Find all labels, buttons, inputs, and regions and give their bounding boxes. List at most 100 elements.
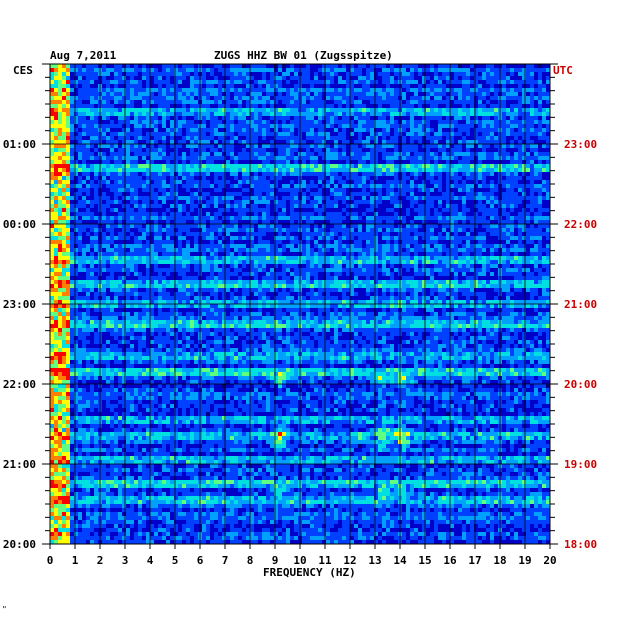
heatmap-cell [366, 84, 371, 89]
heatmap-cell [266, 132, 271, 137]
heatmap-cell [158, 172, 163, 177]
heatmap-cell [270, 132, 275, 137]
heatmap-cell [410, 220, 415, 225]
heatmap-cell [410, 184, 415, 189]
heatmap-cell [454, 128, 459, 133]
heatmap-cell [358, 84, 363, 89]
heatmap-cell [270, 64, 275, 69]
heatmap-cell [486, 188, 491, 193]
heatmap-cell [178, 176, 183, 181]
heatmap-cell [322, 208, 327, 213]
heatmap-cell [450, 120, 455, 125]
heatmap-cell [154, 192, 159, 197]
heatmap-cell [186, 184, 191, 189]
heatmap-cell [50, 180, 55, 185]
heatmap-cell [250, 88, 255, 93]
heatmap-cell [258, 116, 263, 121]
heatmap-cell [226, 88, 231, 93]
heatmap-cell [222, 100, 227, 105]
heatmap-cell [210, 184, 215, 189]
heatmap-cell [138, 180, 143, 185]
heatmap-cell [330, 112, 335, 117]
heatmap-cell [514, 148, 519, 153]
heatmap-cell [414, 192, 419, 197]
heatmap-cell [542, 156, 547, 161]
heatmap-cell [118, 192, 123, 197]
heatmap-cell [358, 64, 363, 69]
heatmap-cell [102, 208, 107, 213]
heatmap-cell [246, 168, 251, 173]
heatmap-cell [226, 152, 231, 157]
heatmap-cell [86, 168, 91, 173]
heatmap-cell [210, 204, 215, 209]
heatmap-cell [530, 96, 535, 101]
heatmap-cell [466, 208, 471, 213]
heatmap-cell [174, 124, 179, 129]
heatmap-cell [302, 172, 307, 177]
heatmap-cell [406, 120, 411, 125]
heatmap-cell [130, 80, 135, 85]
heatmap-cell [178, 216, 183, 221]
heatmap-cell [154, 112, 159, 117]
heatmap-cell [190, 212, 195, 217]
heatmap-cell [358, 72, 363, 77]
heatmap-cell [126, 132, 131, 137]
heatmap-cell [450, 160, 455, 165]
heatmap-cell [346, 68, 351, 73]
heatmap-cell [242, 128, 247, 133]
heatmap-cell [546, 212, 551, 217]
heatmap-cell [286, 180, 291, 185]
heatmap-cell [186, 92, 191, 97]
heatmap-cell [442, 156, 447, 161]
heatmap-cell [478, 116, 483, 121]
heatmap-cell [502, 212, 507, 217]
heatmap-cell [102, 136, 107, 141]
heatmap-cell [334, 112, 339, 117]
heatmap-cell [170, 148, 175, 153]
heatmap-cell [106, 128, 111, 133]
heatmap-cell [422, 124, 427, 129]
heatmap-cell [86, 76, 91, 81]
heatmap-cell [342, 164, 347, 169]
heatmap-cell [282, 168, 287, 173]
heatmap-cell [378, 80, 383, 85]
heatmap-cell [486, 192, 491, 197]
heatmap-cell [294, 132, 299, 137]
heatmap-cell [242, 136, 247, 141]
heatmap-cell [274, 128, 279, 133]
heatmap-cell [186, 168, 191, 173]
heatmap-cell [258, 84, 263, 89]
heatmap-cell [190, 200, 195, 205]
heatmap-cell [534, 100, 539, 105]
heatmap-cell [374, 128, 379, 133]
heatmap-cell [250, 188, 255, 193]
heatmap-cell [514, 208, 519, 213]
heatmap-cell [470, 72, 475, 77]
heatmap-cell [82, 120, 87, 125]
heatmap-cell [242, 104, 247, 109]
heatmap-cell [230, 100, 235, 105]
heatmap-cell [526, 168, 531, 173]
heatmap-cell [338, 144, 343, 149]
heatmap-cell [170, 76, 175, 81]
heatmap-cell [110, 96, 115, 101]
heatmap-cell [494, 160, 499, 165]
heatmap-cell [390, 184, 395, 189]
heatmap-cell [474, 152, 479, 157]
heatmap-cell [154, 64, 159, 69]
heatmap-cell [358, 80, 363, 85]
heatmap-cell [518, 108, 523, 113]
heatmap-cell [162, 212, 167, 217]
heatmap-cell [366, 64, 371, 69]
heatmap-cell [218, 148, 223, 153]
heatmap-cell [338, 208, 343, 213]
heatmap-cell [450, 184, 455, 189]
heatmap-cell [366, 88, 371, 93]
heatmap-cell [362, 128, 367, 133]
heatmap-cell [58, 184, 63, 189]
heatmap-cell [462, 76, 467, 81]
heatmap-cell [518, 172, 523, 177]
heatmap-cell [166, 84, 171, 89]
heatmap-cell [246, 92, 251, 97]
heatmap-cell [242, 152, 247, 157]
